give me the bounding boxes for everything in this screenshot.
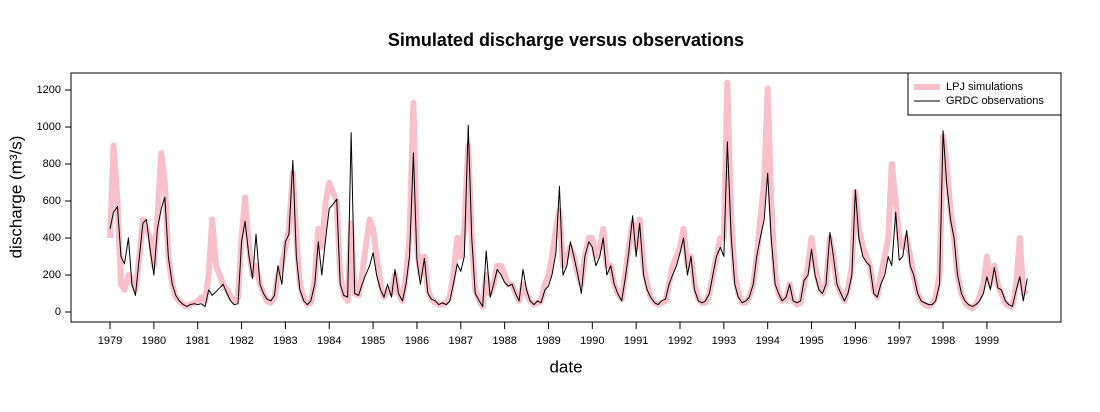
x-tick-label: 1997 <box>887 335 911 347</box>
chart-title: Simulated discharge versus observations <box>388 30 744 50</box>
x-tick-label: 1984 <box>317 335 341 347</box>
y-tick-label: 0 <box>55 306 61 318</box>
x-axis-label: date <box>549 357 582 376</box>
x-tick-label: 1998 <box>931 335 955 347</box>
plot-frame <box>70 72 1062 323</box>
series-line <box>109 124 1028 307</box>
x-tick-label: 1986 <box>405 335 429 347</box>
x-tick-label: 1991 <box>624 335 648 347</box>
y-axis-label: discharge (m³/s) <box>6 136 25 259</box>
legend-box <box>907 72 1062 116</box>
x-tick-label: 1994 <box>755 335 779 347</box>
x-tick-label: 1989 <box>536 335 560 347</box>
x-tick-label: 1987 <box>449 335 473 347</box>
y-tick-label: 400 <box>43 232 61 244</box>
x-tick-label: 1995 <box>799 335 823 347</box>
x-tick-label: 1980 <box>142 335 166 347</box>
x-tick-label: 1990 <box>580 335 604 347</box>
x-tick-label: 1992 <box>668 335 692 347</box>
x-tick-label: 1996 <box>843 335 867 347</box>
y-tick-label: 800 <box>43 158 61 170</box>
x-tick-label: 1979 <box>98 335 122 347</box>
y-tick-label: 200 <box>43 269 61 281</box>
legend-label: LPJ simulations <box>946 81 1024 93</box>
x-tick-label: 1985 <box>361 335 385 347</box>
x-tick-label: 1981 <box>185 335 209 347</box>
y-tick-label: 600 <box>43 195 61 207</box>
x-tick-label: 1993 <box>712 335 736 347</box>
x-tick-label: 1982 <box>229 335 253 347</box>
y-tick-label: 1200 <box>37 84 61 96</box>
x-tick-label: 1983 <box>273 335 297 347</box>
legend-label: GRDC observations <box>946 95 1044 107</box>
y-tick-label: 1000 <box>37 121 61 133</box>
x-tick-label: 1988 <box>492 335 516 347</box>
x-tick-label: 1999 <box>975 335 999 347</box>
